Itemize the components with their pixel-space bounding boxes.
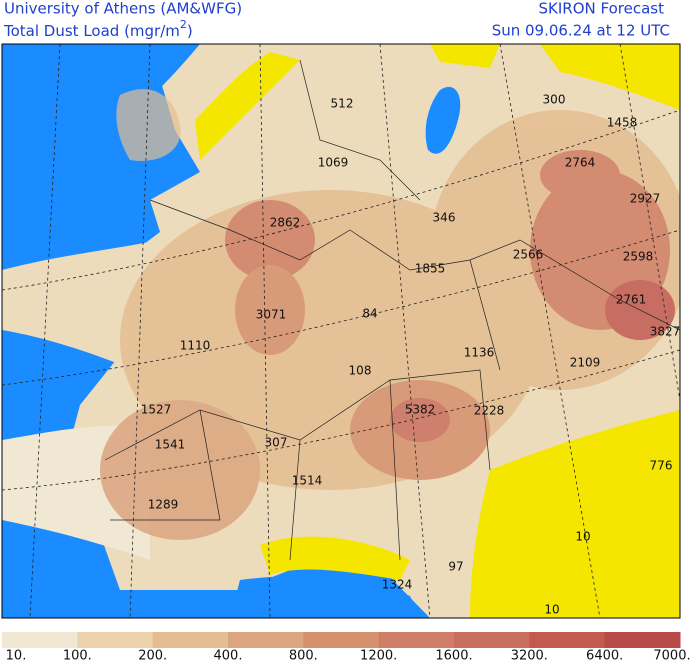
map-value-label: 97 [448,560,463,574]
colorbar-segment [228,632,304,648]
map-value-label: 108 [349,364,372,378]
colorbar-segment [529,632,606,648]
colorbar-segment [303,632,380,648]
header-subtitle: Total Dust Load (mgr/m2) [3,18,193,40]
colorbar-segment [77,632,154,648]
colorbar-segment [378,632,455,648]
map-value-label: 84 [362,307,377,321]
map-value-label: 1324 [382,578,413,592]
dust-area [235,265,305,355]
header-title: University of Athens (AM&WFG) [4,0,242,18]
gulf [230,576,420,618]
colorbar-label: 100. [63,649,92,663]
map-value-label: 10 [575,530,590,544]
colorbar-label: 1200. [360,649,397,663]
colorbar-label: 6400. [586,649,623,663]
colorbar-segment [2,632,78,648]
map-value-label: 3827 [650,325,681,339]
clean-area-north [195,52,300,160]
map-value-label: 2761 [616,293,647,307]
map-value-label: 1855 [415,262,446,276]
map-value-label: 307 [265,436,288,450]
clean-area-south [260,536,410,580]
map-value-label: 1541 [155,438,186,452]
clean-area-north2 [430,44,500,68]
map: 512 300 1458 1069 2764 2927 346 2862 2566 2598 185… [1,43,681,619]
inland-sea [425,86,461,154]
map-value-label: 2566 [513,248,544,262]
colorbar-segment [152,632,229,648]
map-value-label: 2927 [630,192,661,206]
map-value-label: 512 [331,97,354,111]
map-value-label: 346 [433,211,456,225]
subtitle-superscript: 2 [180,18,187,31]
colorbar-label: 3200. [511,649,548,663]
map-labels: 512 300 1458 1069 2764 2927 346 2862 2566 2598 185… [141,93,681,617]
map-value-label: 1527 [141,403,172,417]
clean-area-southeast [470,410,680,618]
map-frame [1,43,681,619]
british-isles [116,89,181,161]
map-value-label: 2862 [270,216,301,230]
dust-area [540,150,620,200]
north-atlantic [2,44,200,150]
map-value-label: 10 [544,603,559,617]
colorbar-label: 10. [6,649,27,663]
map-value-label: 776 [650,459,673,473]
map-value-label: 2764 [565,156,596,170]
map-value-label: 1289 [148,498,179,512]
colorbar-label: 200. [138,649,167,663]
map-value-label: 1514 [292,474,323,488]
colorbar-label: 400. [214,649,243,663]
subtitle-end: ) [187,22,193,40]
colorbar-segment [454,632,530,648]
clean-area-northeast [540,44,680,110]
header-source: SKIRON Forecast [539,0,665,18]
borders [104,59,680,561]
header-date: Sun 09.06.24 at 12 UTC [492,22,670,40]
dust-area [225,200,315,280]
map-value-label: 1136 [464,346,495,360]
map-value-label: 1069 [318,156,349,170]
map-value-label: 2109 [570,356,601,370]
map-value-label: 3071 [256,308,287,322]
subtitle-text: Total Dust Load (mgr/m [3,22,180,40]
graticule [2,44,680,618]
map-value-label: 5382 [405,403,436,417]
colorbar-segment [604,632,681,648]
colorbar-label: 1600. [435,649,472,663]
dust-area [390,398,450,442]
colorbar-label: 800. [289,649,318,663]
map-value-label: 1110 [180,339,211,353]
map-value-label: 2228 [474,404,505,418]
map-value-label: 300 [543,93,566,107]
dust-area [100,400,260,540]
map-value-label: 2598 [623,250,654,264]
colorbar: 10. 100. 200. 400. 800. 1200. 1600. 3200. 6400. 7… [2,632,691,664]
dust-concentration [100,110,680,540]
map-value-label: 1458 [607,116,638,130]
colorbar-label: 7000. [653,649,690,663]
